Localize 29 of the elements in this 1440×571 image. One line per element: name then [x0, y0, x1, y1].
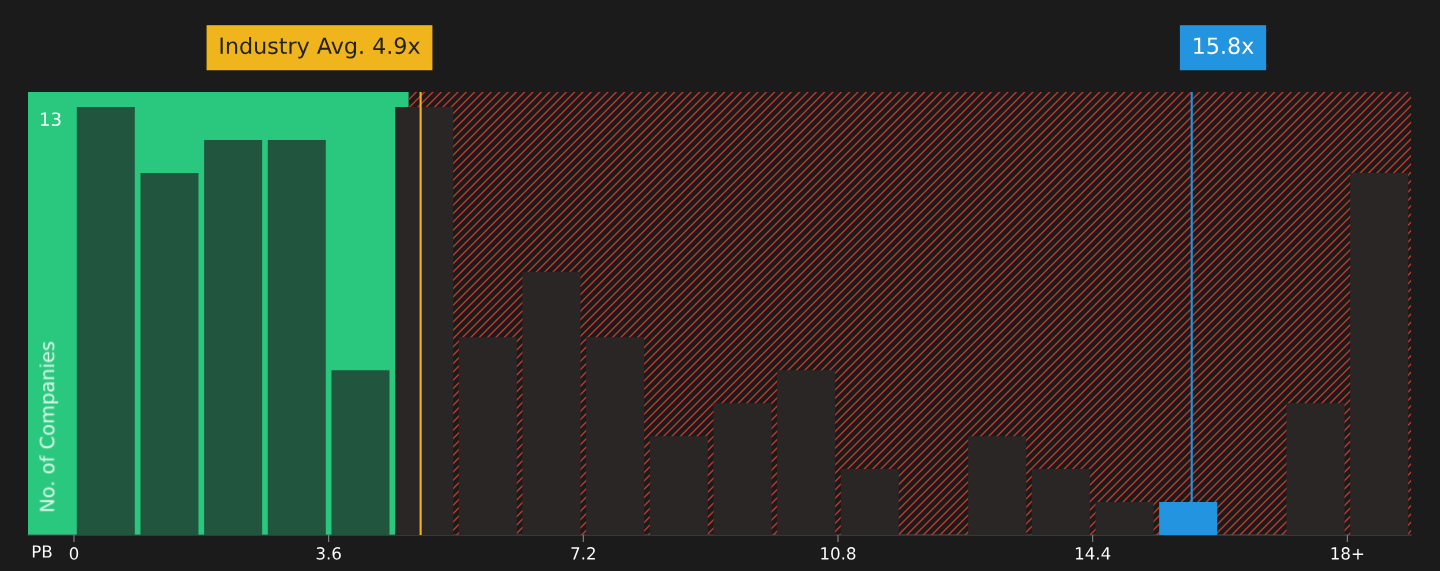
ref-line-label: Industry Avg. 4.9x	[220, 36, 420, 59]
bar	[76, 106, 135, 535]
x-tick-label: 7.2	[571, 547, 595, 560]
bar	[586, 337, 645, 535]
x-tick-label: 14.4	[1075, 547, 1111, 560]
x-tick-label: 0	[69, 547, 79, 560]
bar	[713, 403, 772, 535]
bar	[649, 436, 708, 535]
bar	[1031, 469, 1090, 535]
bar	[267, 139, 326, 535]
bar	[968, 436, 1027, 535]
bar	[331, 370, 390, 535]
bar	[395, 106, 454, 535]
x-tick-label: 3.6	[316, 547, 341, 560]
bar	[1095, 502, 1154, 535]
annotation: 13	[41, 112, 61, 127]
bar	[522, 271, 581, 535]
x-axis-title: PB	[32, 545, 52, 558]
bar	[1350, 172, 1409, 535]
bar	[458, 337, 517, 535]
bar	[777, 370, 836, 535]
y-axis-title: No. of Companies	[39, 341, 59, 511]
bar	[840, 469, 899, 535]
ref-line-label: 15.8x	[1194, 37, 1254, 55]
bar	[1286, 403, 1345, 535]
bar	[140, 172, 199, 535]
x-tick-label: 18+	[1331, 547, 1364, 560]
bar	[204, 139, 263, 535]
x-tick-label: 10.8	[821, 547, 856, 560]
